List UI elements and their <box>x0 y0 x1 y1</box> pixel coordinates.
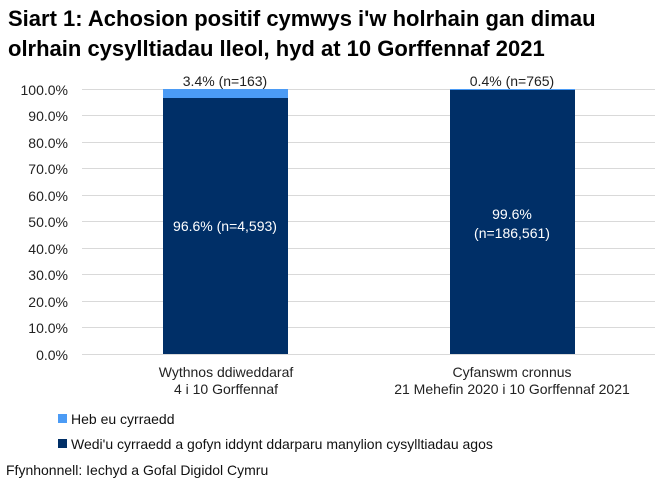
legend-label: Heb eu cyrraedd <box>71 411 175 427</box>
x-axis-line <box>82 354 655 355</box>
legend-swatch-icon <box>58 414 67 423</box>
y-tick-label: 40.0% <box>28 241 68 257</box>
legend-swatch-icon <box>58 439 67 448</box>
x-category-line1: Cyfanswm cronnus <box>452 364 572 380</box>
y-tick-label: 60.0% <box>28 188 68 204</box>
bar-cumulative <box>450 89 575 354</box>
source-note: Ffynhonnell: Iechyd a Gofal Digidol Cymr… <box>6 462 269 478</box>
y-tick-label: 100.0% <box>20 82 68 98</box>
x-category-label: Cyfanswm cronnus 21 Mehefin 2020 i 10 Go… <box>352 364 670 398</box>
y-tick-label: 50.0% <box>28 214 68 230</box>
y-tick-label: 20.0% <box>28 294 68 310</box>
data-label-not-reached: 3.4% (n=163) <box>182 73 268 89</box>
gridline <box>82 248 655 249</box>
y-tick-label: 70.0% <box>28 161 68 177</box>
x-category-line2: 21 Mehefin 2020 i 10 Gorffennaf 2021 <box>394 381 630 397</box>
legend-item-reached: Wedi'u cyrraedd a gofyn iddynt ddarparu … <box>58 436 493 452</box>
gridline <box>82 89 655 90</box>
y-tick-label: 0.0% <box>36 347 68 363</box>
data-label-reached: 96.6% (n=4,593) <box>173 218 277 234</box>
data-label-not-reached: 0.4% (n=765) <box>469 73 555 89</box>
data-label-reached-count: (n=186,561) <box>474 225 550 241</box>
gridline <box>82 221 655 222</box>
y-tick-label: 90.0% <box>28 108 68 124</box>
legend-label: Wedi'u cyrraedd a gofyn iddynt ddarparu … <box>71 436 493 452</box>
data-label-reached: 99.6% <box>492 206 532 222</box>
gridline <box>82 195 655 196</box>
bar-segment-reached <box>163 98 288 354</box>
gridline <box>82 301 655 302</box>
bar-latest-week <box>163 89 288 354</box>
x-category-line1: Wythnos ddiweddaraf <box>158 364 294 380</box>
chart-title: Siart 1: Achosion positif cymwys i'w hol… <box>8 6 596 61</box>
x-category-label: Wythnos ddiweddaraf 4 i 10 Gorffennaf <box>66 364 386 398</box>
bar-segment-not-reached <box>163 89 288 98</box>
gridline <box>82 168 655 169</box>
bar-segment-reached <box>450 90 575 354</box>
gridline <box>82 327 655 328</box>
gridline <box>82 115 655 116</box>
y-tick-label: 80.0% <box>28 135 68 151</box>
gridline <box>82 142 655 143</box>
x-category-line2: 4 i 10 Gorffennaf <box>173 381 279 397</box>
y-tick-label: 10.0% <box>28 320 68 336</box>
gridline <box>82 274 655 275</box>
bar-segment-not-reached <box>450 89 575 90</box>
legend-item-not-reached: Heb eu cyrraedd <box>58 411 175 427</box>
y-tick-label: 30.0% <box>28 267 68 283</box>
